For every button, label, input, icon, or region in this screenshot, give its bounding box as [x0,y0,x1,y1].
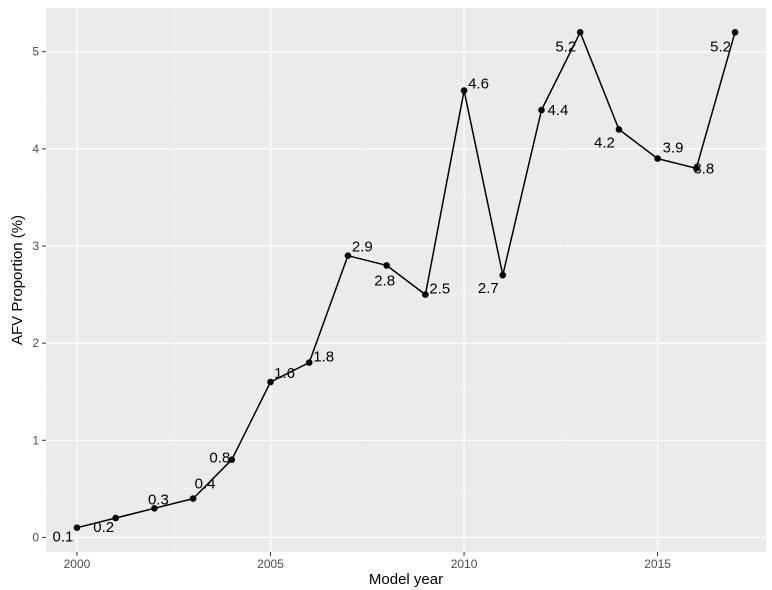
data-point [654,155,661,162]
data-label: 2.9 [352,239,373,256]
x-tick-label: 2005 [257,557,284,571]
data-point [344,252,352,260]
data-label: 0.8 [209,450,230,467]
x-tick-label: 2010 [451,557,478,571]
y-tick-label: 2 [32,336,39,350]
data-label: 0.1 [53,529,74,546]
y-axis-title: AFV Proportion (%) [9,215,26,345]
x-axis-tick-labels: 2000 2005 2010 2015 [64,557,672,571]
x-axis-title: Model year [369,571,443,588]
y-tick-label: 5 [32,45,39,59]
data-point [615,126,623,133]
data-label: 3.8 [693,160,714,177]
series-afv-proportion [76,31,736,529]
major-gridlines [46,8,766,552]
data-point [112,514,119,522]
y-tick-label: 3 [32,239,39,253]
data-point [538,106,545,114]
data-point [731,28,739,36]
axis-tick-marks [42,51,659,556]
data-point [228,456,236,464]
data-label: 0.2 [93,519,114,536]
data-label: 2.8 [374,272,395,289]
data-point [151,504,158,512]
data-points [73,28,739,532]
x-tick-label: 2000 [64,557,91,571]
data-point [693,164,700,172]
data-label: 0.3 [148,491,169,508]
data-label: 2.7 [478,280,499,297]
y-tick-label: 1 [32,433,39,447]
x-tick-label: 2015 [644,557,671,571]
data-point [305,359,313,366]
y-axis-tick-labels: 0 1 2 3 4 5 [32,45,39,545]
data-point [576,28,584,36]
data-labels: 0.1 0.2 0.3 0.4 0.8 1.6 1.8 2.92.8 2.5 4.6 2.7 4.4 5… [53,38,731,545]
data-label: 4.4 [547,102,568,119]
data-point [422,291,429,298]
data-label: 2.5 [429,281,450,298]
data-point [267,378,274,386]
data-point [460,87,468,94]
data-label: 5.2 [555,38,576,55]
data-point [73,524,81,532]
data-label: 1.8 [313,349,334,366]
data-point [499,271,507,279]
data-label: 3.9 [663,140,684,157]
data-point [383,262,390,269]
y-tick-label: 4 [32,142,39,156]
data-label: 1.6 [274,365,295,382]
data-label: 4.6 [468,76,489,93]
data-label: 5.2 [710,38,731,55]
y-tick-label: 0 [32,530,39,544]
minor-gridlines [46,8,766,552]
series-line [76,31,736,529]
data-point [189,495,197,502]
data-label: 0.4 [195,476,216,493]
data-label: 4.2 [594,134,615,151]
